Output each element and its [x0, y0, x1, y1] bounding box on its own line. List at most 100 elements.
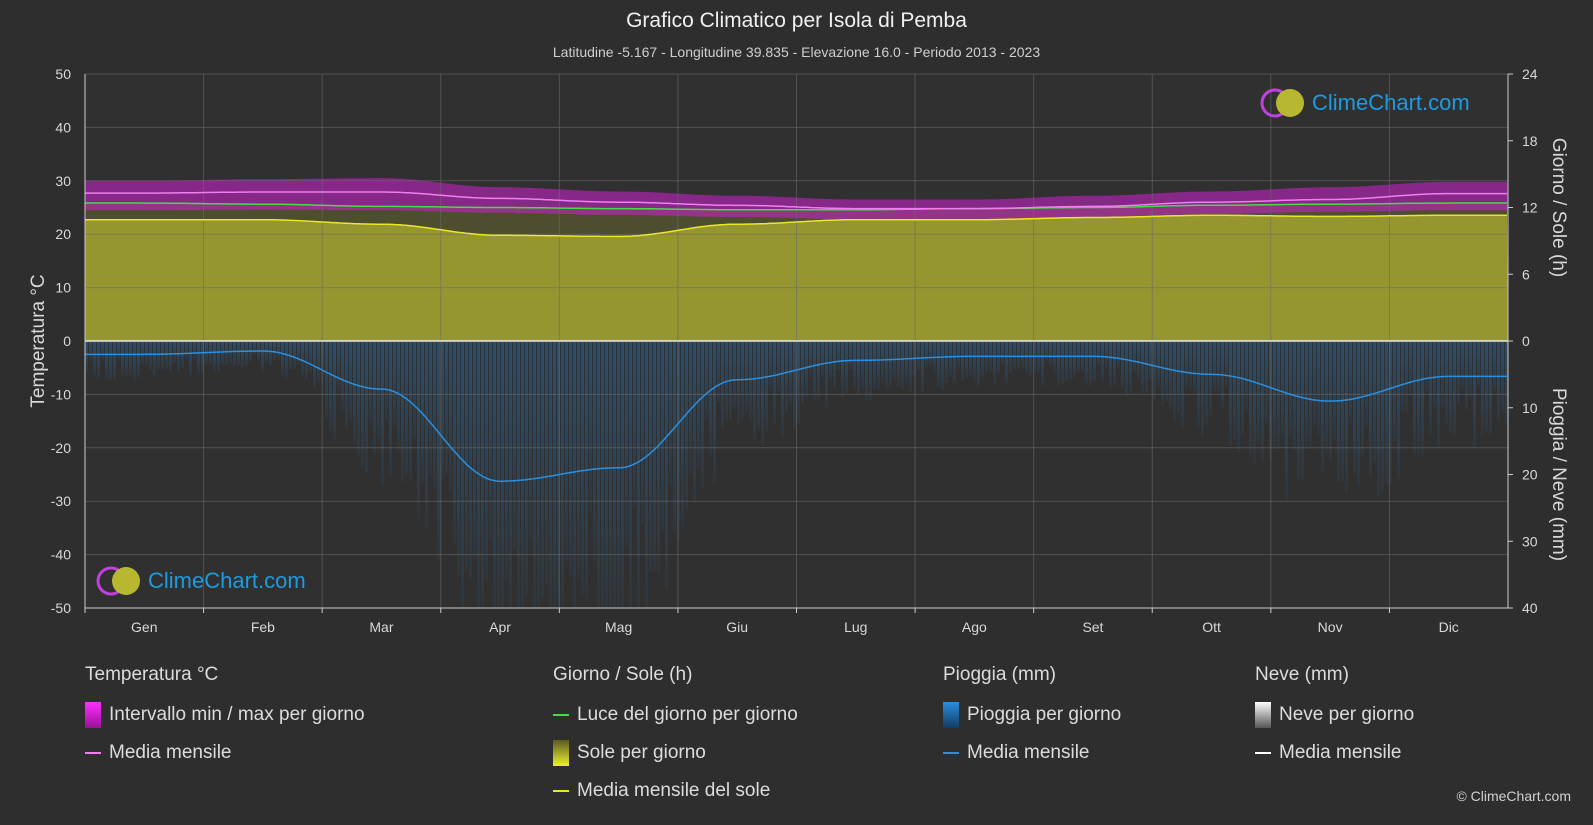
rain-bar	[697, 341, 700, 469]
rain-bar	[1057, 341, 1060, 387]
rain-bar	[145, 341, 148, 366]
rain-bar	[429, 341, 432, 476]
rain-bar	[217, 341, 220, 373]
rain-bar	[1041, 341, 1044, 386]
rain-bar	[109, 341, 112, 381]
rain-bar	[309, 341, 312, 373]
rain-bar	[773, 341, 776, 425]
rain-bar	[1201, 341, 1204, 436]
rain-bar	[629, 341, 632, 608]
rain-bar	[869, 341, 872, 400]
y-tick-label-right-bottom: 20	[1522, 467, 1538, 483]
rain-bar	[157, 341, 160, 370]
rain-bar	[161, 341, 164, 369]
climate-chart: 50 40 30 20 10 0 -10 -20 -30 -40 -50 24 18 12 6 0 10 20 30…	[28, 66, 1569, 635]
x-tick-label: Dic	[1439, 619, 1459, 635]
rain-bar	[673, 341, 676, 534]
rain-bar	[533, 341, 536, 608]
rain-bar	[545, 341, 548, 585]
rain-bar	[1105, 341, 1108, 368]
rain-bar	[1181, 341, 1184, 429]
rain-bar	[777, 341, 780, 391]
rain-bar	[637, 341, 640, 608]
rain-bar	[473, 341, 476, 559]
rain-bar	[221, 341, 224, 366]
rain-bar	[1325, 341, 1328, 455]
rain-bar	[1177, 341, 1180, 414]
rain-bar	[1097, 341, 1100, 367]
rain-bar	[1377, 341, 1380, 497]
rain-bar	[1233, 341, 1236, 441]
rain-bar	[865, 341, 868, 401]
rain-bar	[413, 341, 416, 439]
rain-bar	[1505, 341, 1508, 426]
rain-bar	[569, 341, 572, 578]
rain-bar	[361, 341, 364, 469]
rain-bar	[941, 341, 944, 391]
rain-bar	[769, 341, 772, 391]
rain-bar	[953, 341, 956, 383]
rain-bar	[125, 341, 128, 376]
rain-bar	[193, 341, 196, 359]
rain-bar	[693, 341, 696, 503]
rain-bar	[1193, 341, 1196, 394]
rain-bar	[593, 341, 596, 562]
rain-bar	[493, 341, 496, 608]
legend-item: Media mensile	[943, 734, 1121, 772]
rain-bar	[505, 341, 508, 579]
rain-bar	[645, 341, 648, 608]
rain-bar	[345, 341, 348, 431]
rain-bar	[905, 341, 908, 383]
y-tick-label-left: -10	[51, 386, 71, 402]
x-tick-label: Giu	[726, 619, 748, 635]
rain-bar	[689, 341, 692, 474]
legend-item: Pioggia per giorno	[943, 696, 1121, 734]
x-tick-label: Lug	[844, 619, 867, 635]
rain-bar	[325, 341, 328, 418]
y-tick-label-right-bottom: 30	[1522, 533, 1538, 549]
rain-bar	[1225, 341, 1228, 388]
rain-bar	[833, 341, 836, 389]
rain-bar	[961, 341, 964, 381]
rain-bar	[461, 341, 464, 608]
rain-bar	[213, 341, 216, 372]
y-tick-label-right-top: 12	[1522, 200, 1538, 216]
rain-bar	[397, 341, 400, 452]
rain-bar	[813, 341, 816, 401]
rain-bar	[1281, 341, 1284, 438]
y-tick-label-left: -50	[51, 600, 71, 616]
rain-bar	[513, 341, 516, 549]
rain-bar	[337, 341, 340, 391]
rain-bar	[717, 341, 720, 402]
rain-bar	[1393, 341, 1396, 442]
rain-bar	[1497, 341, 1500, 422]
rain-bar	[509, 341, 512, 608]
rain-bar	[1385, 341, 1388, 484]
rain-bar	[913, 341, 916, 378]
copyright: © ClimeChart.com	[1456, 788, 1571, 804]
rain-bar	[1045, 341, 1048, 362]
rain-bar	[1361, 341, 1364, 457]
rain-bar	[1433, 341, 1436, 409]
rain-bar	[1289, 341, 1292, 438]
rain-bar	[393, 341, 396, 426]
rain-bar	[641, 341, 644, 524]
rain-bar	[577, 341, 580, 578]
rain-bar	[1245, 341, 1248, 411]
rain-bar	[1173, 341, 1176, 423]
rain-bar	[333, 341, 336, 440]
rain-bar	[1353, 341, 1356, 474]
rain-bar	[653, 341, 656, 571]
rain-bar	[1137, 341, 1140, 380]
y-tick-label-right-top: 24	[1522, 66, 1538, 82]
rain-bar	[149, 341, 152, 370]
legend-label: Sole per giorno	[577, 742, 706, 763]
rain-bar	[665, 341, 668, 590]
legend-title: Temperatura °C	[85, 664, 219, 685]
rain-bar	[1421, 341, 1424, 456]
rain-bar	[1009, 341, 1012, 374]
rain-bar	[465, 341, 468, 572]
legend-label: Media mensile del sole	[577, 780, 771, 801]
swatch-rain	[943, 702, 959, 728]
rain-bar	[489, 341, 492, 542]
